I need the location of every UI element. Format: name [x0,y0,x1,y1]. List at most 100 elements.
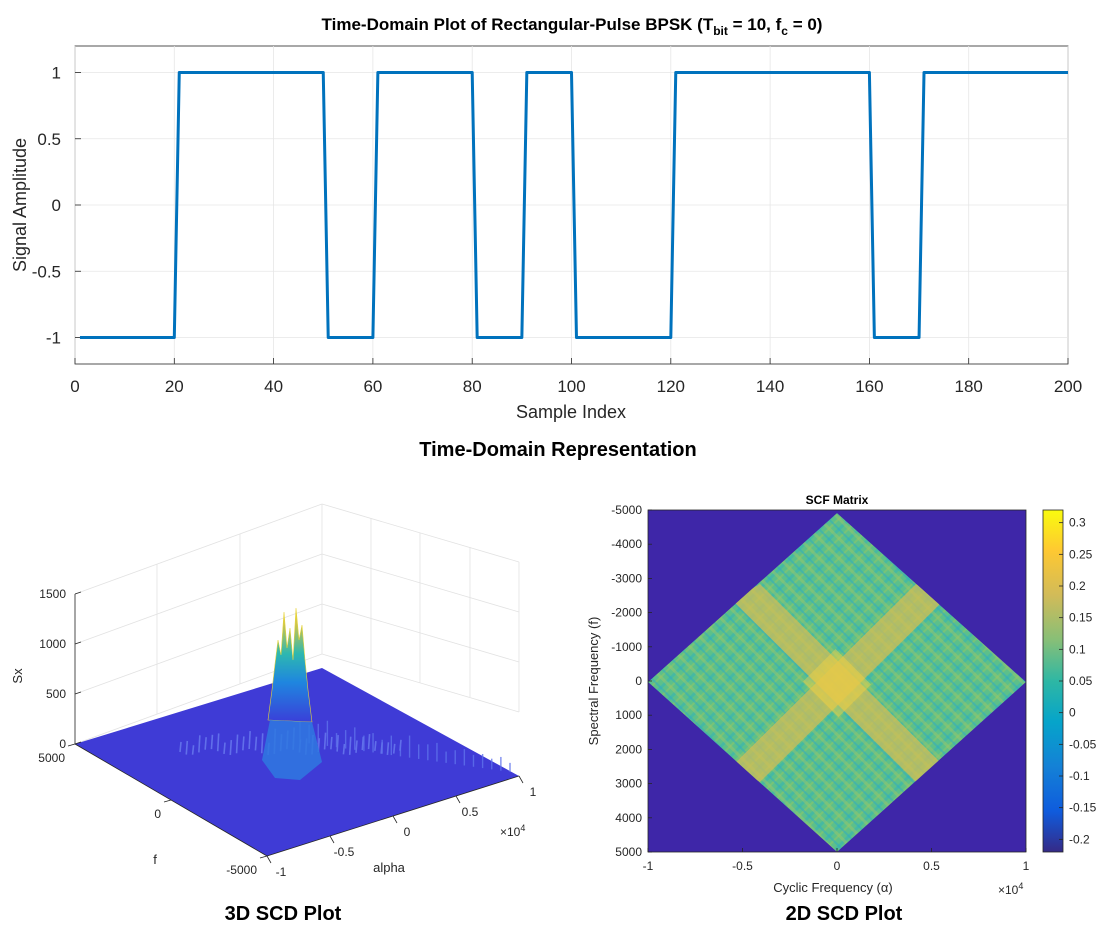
ridge [179,741,182,753]
alpha-tick-label: -1 [276,865,287,879]
caption-3d-scd: 3D SCD Plot [225,903,342,925]
y-tick-label: -4000 [611,537,642,551]
alpha-tick-labels: -1 -0.5 0 0.5 1 [266,775,537,879]
ridge [223,742,226,755]
z-tick [74,741,82,745]
scd-2d-chart: -5000 -4000 -3000 -2000 -1000 0 1000 2000 3000 40… [586,493,1097,897]
colorbar-tick-label: 0.1 [1069,642,1086,656]
y-axis-label: Spectral Frequency (f) [586,617,601,746]
x-tick-label: 160 [855,377,883,396]
colorbar-tick-label: -0.05 [1069,737,1097,751]
z-tick [74,641,82,645]
f-tick-labels: 5000 0 -5000 [38,743,268,877]
colorbar-tick-label: -0.15 [1069,801,1097,815]
heatmap-diamond [648,513,1026,852]
y-tick-labels: -5000 -4000 -3000 -2000 -1000 0 1000 2000 3000 40… [611,503,652,859]
z-tick [74,691,82,695]
heatmap-title: SCF Matrix [806,493,869,507]
x-tick-label: 1 [1023,859,1030,873]
ridge [342,743,346,755]
x-tick-label: 0 [70,377,79,396]
colorbar-tick-label: 0 [1069,706,1076,720]
y-tick-label: 4000 [615,811,642,825]
chart-title: Time-Domain Plot of Rectangular-Pulse BP… [322,15,823,38]
ridge [386,742,390,756]
alpha-tick-label: 0.5 [462,805,479,819]
colorbar-tick-label: -0.1 [1069,769,1090,783]
alpha-tick-label: 1 [530,785,537,799]
y-tick-label: 5000 [615,845,642,859]
y-tick-labels: -1 -0.5 0 0.5 1 [32,64,61,348]
ridge [248,730,251,750]
z-tick-label: 0 [59,737,66,751]
f-axis-label: f [153,852,157,867]
y-tick-label: 3000 [615,777,642,791]
colorbar-tick-label: -0.2 [1069,832,1090,846]
colorbar-tick-label: 0.3 [1069,516,1086,530]
x-tick-label: 200 [1054,377,1082,396]
y-tick-label: 0 [635,674,642,688]
y-tick-label: -3000 [611,571,642,585]
surface-peak [267,607,313,723]
y-tick-label: -0.5 [32,262,61,281]
caption-2d-scd: 2D SCD Plot [786,903,903,925]
alpha-exponent: ×104 [500,823,525,839]
bpsk-signal-line [79,71,1068,339]
alpha-tick [392,815,398,824]
colorbar-tick-labels: 0.3 0.25 0.2 0.15 0.1 0.05 0 -0.05 -0.1 -0.15 -0.2 [1059,516,1097,846]
y-tick-label: -2000 [611,606,642,620]
z-axis-label: Sx [10,668,25,684]
x-tick-label: 80 [463,377,482,396]
y-tick-label: 2000 [615,742,642,756]
ridge [185,740,189,755]
x-tick-labels: 0 20 40 60 80 100 120 140 160 180 200 [70,377,1082,396]
x-tick-label: 100 [557,377,585,396]
x-exponent: ×104 [998,881,1023,897]
ridge [242,736,245,751]
alpha-axis-label: alpha [373,860,406,875]
ridge [204,737,207,750]
colorbar-tick-label: 0.15 [1069,611,1093,625]
z-tick-label: 1500 [39,587,66,601]
ridge [367,733,371,750]
z-tick [74,591,82,595]
z-tick-label: 500 [46,687,66,701]
ridge [361,736,365,751]
ridge [198,735,201,753]
z-tick-label: 1000 [39,637,66,651]
y-tick-label: 1000 [615,708,642,722]
colorbar-tick-label: 0.25 [1069,547,1093,561]
x-tick-label: -1 [643,859,654,873]
ridge [216,733,220,752]
x-tick-label: 120 [657,377,685,396]
y-tick-label: 1 [52,64,61,83]
colorbar-tick-label: 0.2 [1069,579,1086,593]
x-tick-label: 60 [363,377,382,396]
y-tick-label: 0.5 [37,130,61,149]
time-domain-chart: 0 20 40 60 80 100 120 140 160 180 200 -1-0.500.51 … [10,15,1082,422]
ridge [374,741,377,751]
y-tick-label: -5000 [611,503,642,517]
y-tick-label: 0 [52,196,61,215]
x-axis-label: Sample Index [516,402,626,422]
f-tick-label: 0 [154,807,161,821]
alpha-tick-label: 0 [404,825,411,839]
ridge [336,735,339,752]
alpha-tick [266,855,272,864]
x-axis-label: Cyclic Frequency (α) [773,880,892,895]
x-tick-label: 20 [165,377,184,396]
y-axis-label: Signal Amplitude [10,138,30,272]
f-tick-label: -5000 [226,863,257,877]
x-tick-label: 140 [756,377,784,396]
ridge [235,734,239,754]
ridge [323,732,327,750]
ridge [191,745,195,755]
x-tick-label: 0.5 [923,859,940,873]
ridge [210,734,214,750]
f-tick [67,743,76,747]
y-tick-label: -1 [46,329,61,348]
y-tick-label: -1000 [611,640,642,654]
3d-grid [74,503,520,745]
